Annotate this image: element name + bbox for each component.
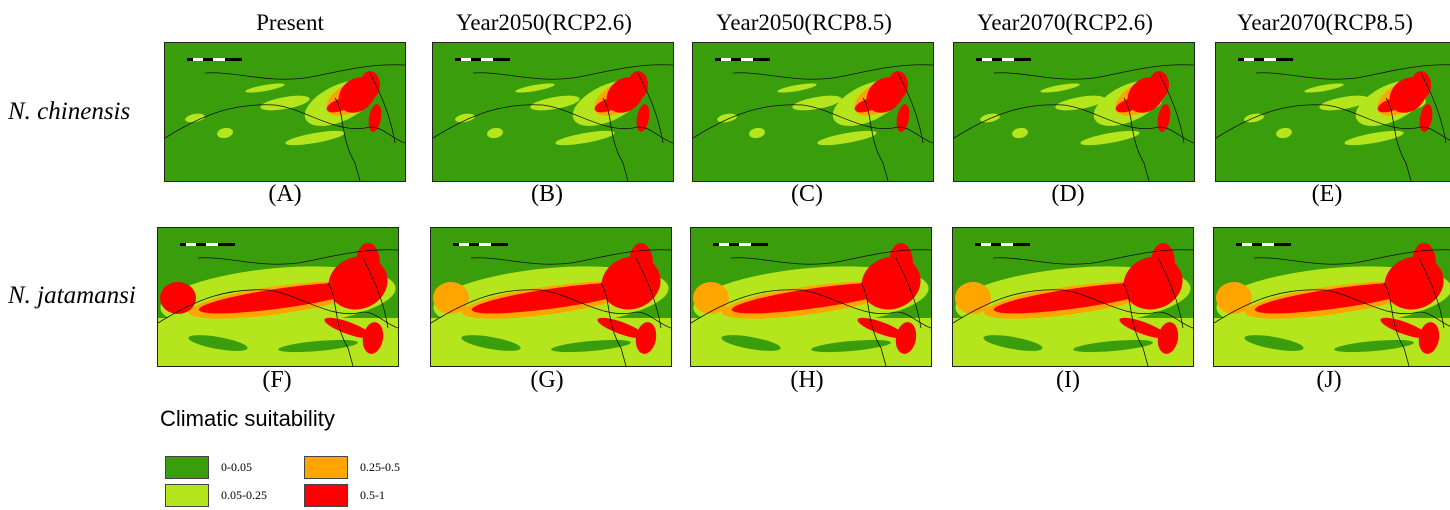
column-title-present: Present xyxy=(256,10,324,35)
legend-swatch-very-low xyxy=(165,456,209,479)
suitability-map xyxy=(691,228,931,366)
legend-swatch-moderate xyxy=(304,456,348,479)
panel-label-c: (C) xyxy=(791,181,823,207)
map-panel-g xyxy=(430,227,672,367)
panel-label-e: (E) xyxy=(1311,181,1343,207)
map-panel-f xyxy=(157,227,399,367)
suitability-map xyxy=(158,228,398,366)
legend-label-very-low: 0-0.05 xyxy=(221,460,252,474)
map-panel-c xyxy=(692,42,934,182)
column-title-2070-rcp85: Year2070(RCP8.5) xyxy=(1237,10,1413,35)
legend-item-low: 0.05-0.25 xyxy=(165,484,267,507)
legend-item-very-low: 0-0.05 xyxy=(165,456,252,479)
suitability-map xyxy=(1216,43,1450,181)
legend-item-moderate: 0.25-0.5 xyxy=(304,456,400,479)
map-panel-b xyxy=(432,42,674,182)
suitability-map xyxy=(693,43,933,181)
suitability-map xyxy=(431,228,671,366)
legend-label-low: 0.05-0.25 xyxy=(221,488,267,502)
map-panel-a xyxy=(164,42,406,182)
column-title-2050-rcp85: Year2050(RCP8.5) xyxy=(716,10,892,35)
row-label-chinensis: N. chinensis xyxy=(8,98,131,125)
legend-swatch-high xyxy=(304,484,348,507)
legend-label-high: 0.5-1 xyxy=(360,488,385,502)
legend-title: Climatic suitability xyxy=(160,406,335,431)
suitability-map xyxy=(953,228,1193,366)
panel-label-a: (A) xyxy=(268,181,302,207)
suitability-map xyxy=(165,43,405,181)
map-panel-j xyxy=(1213,227,1450,367)
suitability-map xyxy=(433,43,673,181)
legend-swatch-low xyxy=(165,484,209,507)
panel-label-d: (D) xyxy=(1051,181,1085,207)
row-label-jatamansi: N. jatamansi xyxy=(8,282,136,309)
panel-label-i: (I) xyxy=(1056,367,1080,393)
suitability-map xyxy=(954,43,1194,181)
panel-label-g: (G) xyxy=(530,367,564,393)
legend-item-high: 0.5-1 xyxy=(304,484,385,507)
panel-label-j: (J) xyxy=(1316,367,1342,393)
panel-label-f: (F) xyxy=(262,367,292,393)
map-panel-d xyxy=(953,42,1195,182)
column-title-2050-rcp26: Year2050(RCP2.6) xyxy=(456,10,632,35)
suitability-map xyxy=(1214,228,1450,366)
panel-label-b: (B) xyxy=(531,181,563,207)
map-panel-i xyxy=(952,227,1194,367)
map-panel-h xyxy=(690,227,932,367)
legend-label-moderate: 0.25-0.5 xyxy=(360,460,400,474)
column-title-2070-rcp26: Year2070(RCP2.6) xyxy=(977,10,1153,35)
map-panel-e xyxy=(1215,42,1450,182)
panel-label-h: (H) xyxy=(790,367,824,393)
